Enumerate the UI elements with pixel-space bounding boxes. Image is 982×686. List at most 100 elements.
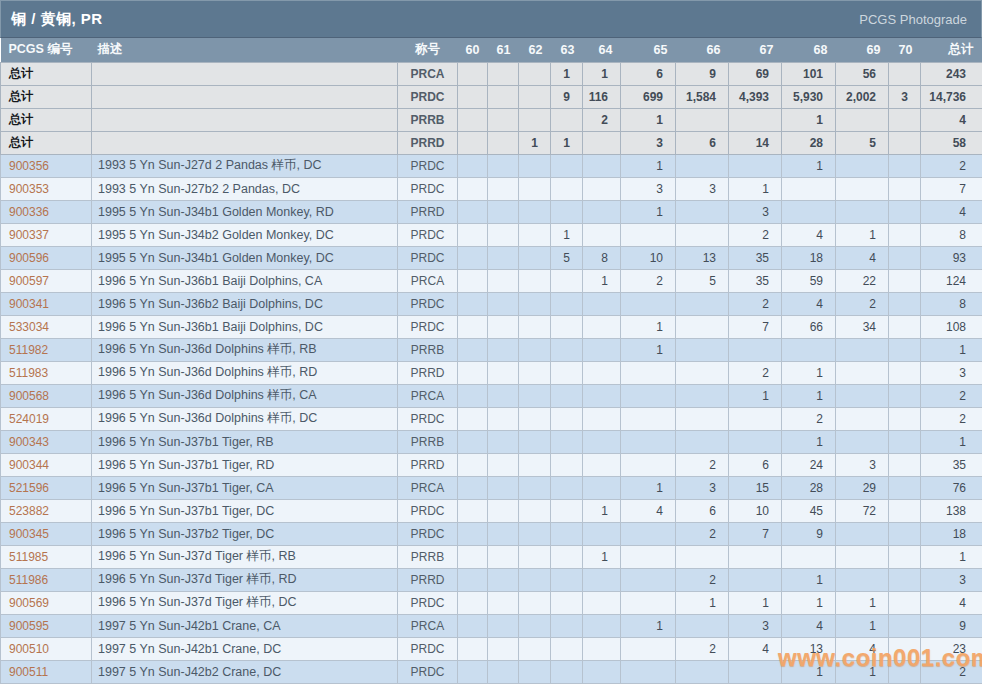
grade-62-cell	[519, 108, 551, 131]
grade-61-cell	[488, 131, 519, 154]
pcgs-number-link[interactable]: 900337	[9, 228, 49, 242]
pcgs-number-cell: 511983	[1, 361, 92, 384]
pcgs-number-link[interactable]: 900344	[9, 458, 49, 472]
grade-67-cell: 3	[729, 614, 782, 637]
grade-67-cell	[729, 430, 782, 453]
pcgs-number-link[interactable]: 900353	[9, 182, 49, 196]
grade-68-cell: 4	[782, 223, 836, 246]
grade-63-cell	[551, 292, 583, 315]
col-header-pcgs-number: PCGS 编号	[1, 38, 92, 62]
grade-60-cell	[458, 361, 488, 384]
col-header-description: 描述	[92, 38, 398, 62]
pcgs-number-link[interactable]: 900569	[9, 596, 49, 610]
grade-62-cell	[519, 338, 551, 361]
grade-68-cell: 24	[782, 453, 836, 476]
grade-68-cell	[782, 200, 836, 223]
grade-67-cell	[729, 545, 782, 568]
grade-62-cell	[519, 315, 551, 338]
grade-61-cell	[488, 177, 519, 200]
pcgs-number-link[interactable]: 511982	[9, 343, 48, 357]
grade-67-cell: 1	[729, 591, 782, 614]
pcgs-number-link[interactable]: 511985	[9, 550, 48, 564]
grade-65-cell: 1	[621, 315, 676, 338]
pcgs-number-link[interactable]: 900596	[9, 251, 49, 265]
grade-66-cell	[676, 292, 729, 315]
grade-62-cell: 1	[519, 131, 551, 154]
grade-61-cell	[488, 476, 519, 499]
grade-63-cell	[551, 200, 583, 223]
pcgs-number-cell: 511982	[1, 338, 92, 361]
grade-60-cell	[458, 85, 488, 108]
pcgs-number-link[interactable]: 523882	[9, 504, 49, 518]
row-total-cell: 243	[921, 62, 982, 85]
designation-cell: PRDC	[398, 223, 458, 246]
pcgs-number-link[interactable]: 900336	[9, 205, 49, 219]
grade-70-cell	[889, 407, 921, 430]
grade-62-cell	[519, 614, 551, 637]
grade-68-cell	[782, 338, 836, 361]
grade-62-cell	[519, 637, 551, 660]
grade-70-cell	[889, 292, 921, 315]
grade-70-cell	[889, 131, 921, 154]
pcgs-number-cell: 511986	[1, 568, 92, 591]
grade-62-cell	[519, 591, 551, 614]
description-cell: 1996 5 Yn Sun-J37b1 Tiger, RD	[92, 453, 398, 476]
grade-65-cell	[621, 522, 676, 545]
description-cell	[92, 62, 398, 85]
grade-70-cell	[889, 154, 921, 177]
grade-60-cell	[458, 614, 488, 637]
grade-61-cell	[488, 361, 519, 384]
table-row: 511982 1996 5 Yn Sun-J36d Dolphins 样币, R…	[1, 338, 982, 361]
grade-69-cell	[836, 407, 889, 430]
grade-66-cell	[676, 338, 729, 361]
pcgs-number-link[interactable]: 900597	[9, 274, 49, 288]
pcgs-number-link[interactable]: 900568	[9, 389, 49, 403]
pcgs-number-link[interactable]: 900510	[9, 642, 49, 656]
row-total-cell: 23	[921, 637, 982, 660]
grade-60-cell	[458, 131, 488, 154]
grade-60-cell	[458, 62, 488, 85]
pcgs-number-link[interactable]: 511983	[9, 366, 48, 380]
grade-67-cell: 6	[729, 453, 782, 476]
grade-66-cell: 3	[676, 177, 729, 200]
table-row: 总计 PRCA 1 1 6 9 69 101 56 243	[1, 62, 982, 85]
pcgs-number-link[interactable]: 524019	[9, 412, 49, 426]
pcgs-number-cell: 900597	[1, 269, 92, 292]
grade-60-cell	[458, 154, 488, 177]
grade-67-cell: 1	[729, 177, 782, 200]
grade-60-cell	[458, 591, 488, 614]
grade-70-cell	[889, 660, 921, 683]
grade-64-cell	[583, 292, 621, 315]
grade-66-cell: 2	[676, 522, 729, 545]
grade-60-cell	[458, 338, 488, 361]
grade-64-cell	[583, 177, 621, 200]
designation-cell: PRRD	[398, 131, 458, 154]
pcgs-number-cell: 900353	[1, 177, 92, 200]
col-header-grade-64: 64	[583, 38, 621, 62]
designation-cell: PRCA	[398, 384, 458, 407]
grade-70-cell	[889, 108, 921, 131]
pcgs-number-link[interactable]: 533034	[9, 320, 49, 334]
grade-63-cell	[551, 407, 583, 430]
grade-62-cell	[519, 453, 551, 476]
designation-cell: PRRB	[398, 338, 458, 361]
pcgs-number-cell: 900511	[1, 660, 92, 683]
pcgs-number-link[interactable]: 900511	[9, 665, 48, 679]
pcgs-number-link[interactable]: 900356	[9, 159, 49, 173]
grade-61-cell	[488, 568, 519, 591]
pcgs-number-link[interactable]: 900343	[9, 435, 49, 449]
table-row: 533034 1996 5 Yn Sun-J36b1 Baiji Dolphin…	[1, 315, 982, 338]
grade-65-cell: 6	[621, 62, 676, 85]
grade-69-cell: 1	[836, 660, 889, 683]
grade-63-cell	[551, 660, 583, 683]
pcgs-number-cell: 总计	[1, 108, 92, 131]
description-cell: 1996 5 Yn Sun-J36d Dolphins 样币, DC	[92, 407, 398, 430]
pcgs-number-link[interactable]: 511986	[9, 573, 48, 587]
pcgs-number-link[interactable]: 900345	[9, 527, 49, 541]
row-total-cell: 1	[921, 545, 982, 568]
pcgs-number-link[interactable]: 900595	[9, 619, 49, 633]
pcgs-number-link[interactable]: 900341	[9, 297, 49, 311]
pcgs-number-link[interactable]: 521596	[9, 481, 49, 495]
grade-66-cell	[676, 384, 729, 407]
grade-66-cell: 6	[676, 499, 729, 522]
